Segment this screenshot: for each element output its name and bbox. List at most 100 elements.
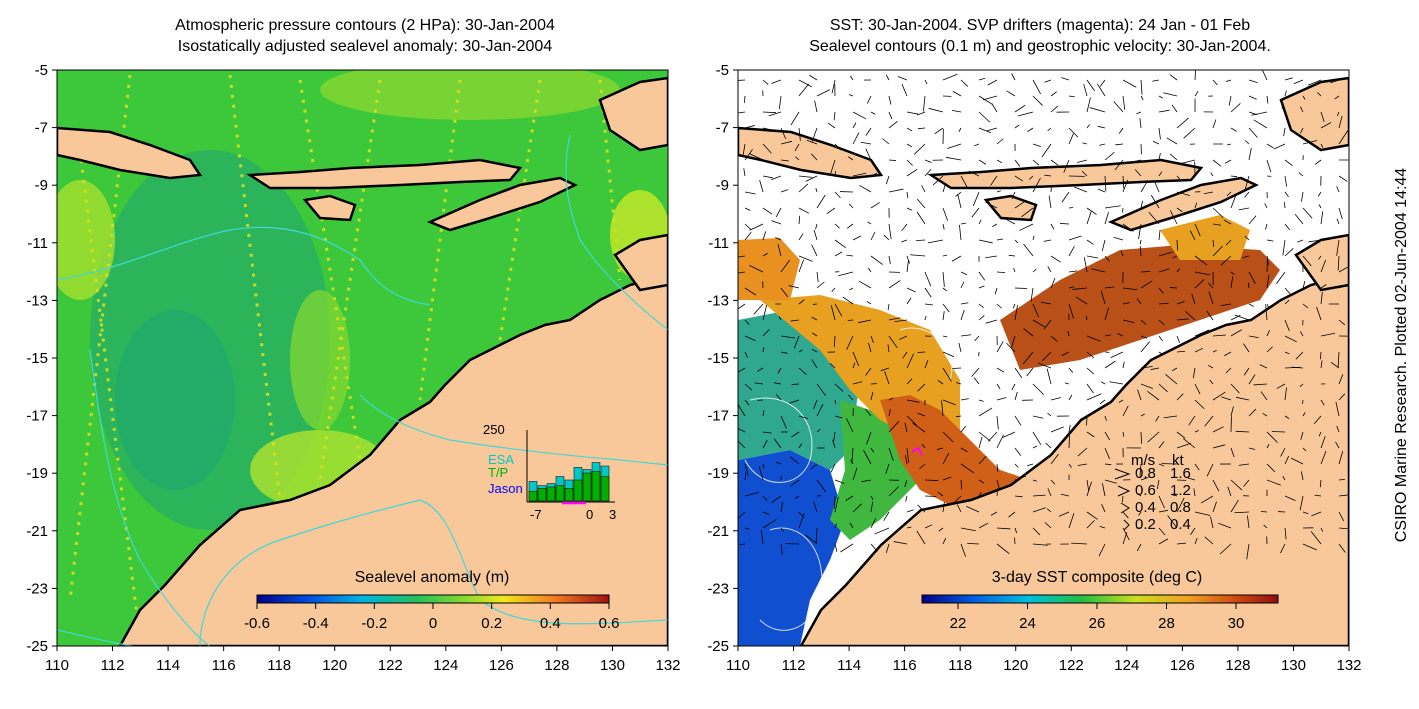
velocity-arrow <box>1234 511 1250 514</box>
velocity-arrow <box>789 456 800 465</box>
velocity-arrow <box>811 127 818 143</box>
velocity-arrow <box>790 111 800 126</box>
velocity-arrow <box>938 527 944 532</box>
velocity-arrow <box>1045 442 1052 449</box>
velocity-arrow <box>834 543 838 552</box>
velocity-arrow <box>1294 214 1304 225</box>
velocity-arrow <box>917 127 926 130</box>
velocity-arrow <box>994 287 998 295</box>
velocity-arrow <box>1338 319 1346 326</box>
left-ytick-label: -17 <box>26 408 48 425</box>
velocity-arrow <box>1293 79 1304 85</box>
velocity-arrow <box>1300 127 1304 134</box>
velocity-arrow <box>1212 207 1224 218</box>
velocity-arrow <box>775 394 782 401</box>
velocity-arrow <box>1086 79 1095 92</box>
velocity-arrow <box>778 316 782 321</box>
velocity-arrow <box>1194 383 1201 395</box>
velocity-arrow <box>816 403 824 417</box>
velocity-arrow <box>870 518 877 529</box>
velocity-arrow <box>798 215 801 225</box>
velocity-arrow <box>996 397 1007 401</box>
velocity-arrow <box>1230 127 1237 132</box>
velocity-arrow <box>770 175 782 181</box>
left-ytick-label: -25 <box>26 638 48 655</box>
velocity-arrow <box>1019 223 1034 231</box>
velocity-arrow <box>738 440 746 449</box>
inset-xtick-3: 3 <box>609 507 616 522</box>
velocity-arrows <box>738 70 1349 560</box>
velocity-arrow <box>1230 447 1235 458</box>
velocity-arrow <box>986 127 998 132</box>
velocity-arrow <box>1176 207 1183 213</box>
velocity-arrow <box>1284 351 1290 355</box>
velocity-arrow <box>1014 200 1026 209</box>
velocity-arrow <box>1158 495 1165 509</box>
velocity-arrow <box>780 351 788 354</box>
velocity-arrow <box>937 379 944 385</box>
velocity-arrow <box>937 491 944 497</box>
velocity-arrow <box>1023 243 1034 257</box>
velocity-arrow <box>1158 268 1170 273</box>
velocity-arrow <box>974 335 980 342</box>
velocity-arrow <box>1064 382 1070 385</box>
velocity-arrow <box>1140 383 1153 389</box>
velocity-arrow <box>888 111 893 120</box>
velocity-arrow <box>1014 175 1024 182</box>
velocity-arrow <box>973 377 980 385</box>
velocity-arrow <box>1081 170 1088 177</box>
velocity-arrow <box>1319 479 1322 488</box>
velocity-arrow <box>1167 515 1178 529</box>
velocity-arrow <box>906 255 911 264</box>
velocity-arrow <box>1068 270 1078 273</box>
velocity-arrow <box>1086 393 1102 401</box>
velocity-arrow <box>827 122 836 129</box>
velocity-arrow <box>1032 79 1041 95</box>
velocity-arrow <box>960 79 969 87</box>
velocity-legend-ms-header: m/s <box>1131 452 1155 469</box>
velocity-arrow <box>757 367 764 372</box>
right-xtick-label: 112 <box>782 657 806 674</box>
velocity-arrow <box>1248 374 1256 385</box>
velocity-arrow <box>1134 159 1142 162</box>
left-australia-land <box>118 273 668 646</box>
velocity-arrow <box>848 156 854 161</box>
velocity-arrow <box>1283 127 1286 137</box>
velocity-arrow <box>834 523 837 529</box>
velocity-arrow <box>1302 511 1309 515</box>
velocity-arrow <box>1086 239 1094 245</box>
velocity-arrow <box>1086 431 1095 438</box>
velocity-arrow <box>1253 119 1268 129</box>
velocity-arrow <box>1122 223 1134 232</box>
velocity-arrow <box>762 79 769 85</box>
velocity-arrow <box>1136 543 1142 552</box>
velocity-arrow <box>1032 159 1040 166</box>
velocity-arrow <box>762 431 772 434</box>
velocity-arrow <box>1068 303 1074 319</box>
velocity-arrow <box>1014 124 1020 129</box>
velocity-arrow <box>958 127 962 132</box>
velocity-arrow <box>971 207 980 218</box>
velocity-arrow <box>1212 426 1224 433</box>
velocity-arrow <box>1204 415 1214 427</box>
velocity-arrow <box>816 428 821 433</box>
velocity-arrow <box>1320 527 1324 532</box>
velocity-arrow <box>1266 346 1273 353</box>
velocity-arrow <box>762 495 768 501</box>
velocity-arrow <box>1165 374 1178 385</box>
velocity-arrow <box>1006 90 1016 97</box>
velocity-arrow <box>780 140 793 145</box>
velocity-arrow <box>922 95 926 112</box>
velocity-arrow <box>1248 447 1256 450</box>
velocity-arrow <box>884 371 890 385</box>
altimeter-inset: 250 ESA T/P Jason -7 0 3 <box>483 422 616 522</box>
velocity-arrow <box>811 244 818 257</box>
velocity-arrow <box>861 479 872 483</box>
velocity-arrow <box>917 504 926 513</box>
left-colorbar-tick-label: 0.6 <box>599 615 620 632</box>
velocity-arrow <box>1338 130 1349 145</box>
velocity-arrow <box>910 254 926 257</box>
velocity-arrow <box>1115 143 1124 146</box>
right-xtick-label: 114 <box>837 657 861 674</box>
velocity-arrow <box>1224 159 1232 164</box>
